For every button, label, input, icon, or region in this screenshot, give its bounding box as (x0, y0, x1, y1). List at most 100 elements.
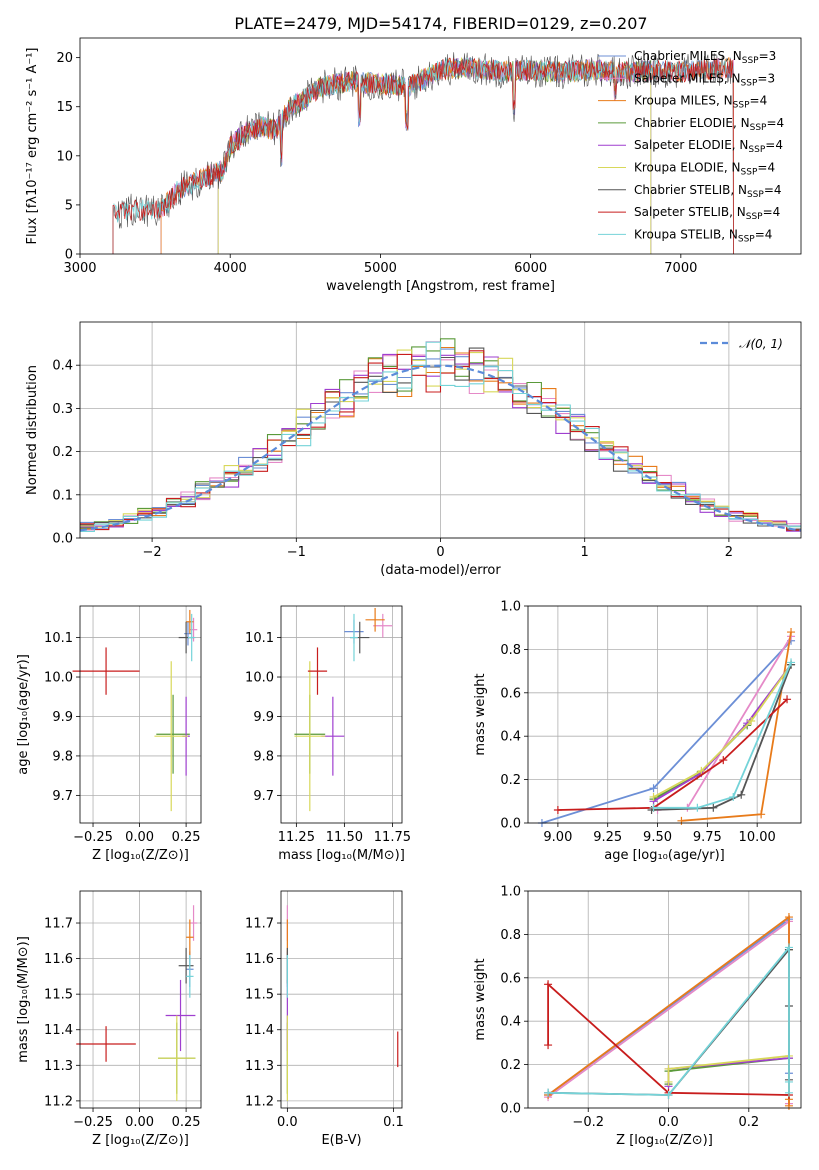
x-axis-label: Z [log₁₀(Z/Z⊙)] (92, 1133, 189, 1148)
spectrum-series-line (112, 57, 734, 254)
y-tick-label: 11.2 (245, 1094, 274, 1109)
mass-weight-marker (737, 790, 746, 799)
y-tick-label: 0.6 (500, 686, 521, 701)
legend-entry-label: Chabrier MILES, NSSP=3 (634, 49, 776, 66)
y-tick-label: 11.6 (44, 952, 73, 967)
y-axis-label: mass weight (473, 673, 488, 755)
mass-weight-marker (664, 1090, 673, 1099)
y-tick-label: 9.7 (52, 789, 73, 804)
y-tick-label: 11.5 (245, 988, 274, 1003)
legend-entry-label: Kroupa STELIB, NSSP=4 (634, 227, 772, 244)
y-tick-label: 0.2 (500, 773, 521, 788)
y-tick-label: 0.0 (500, 1102, 521, 1117)
x-tick-label: 1 (581, 545, 589, 560)
mass-weight-marker (784, 1077, 793, 1086)
y-tick-label: 11.3 (245, 1059, 274, 1074)
mass-weight-marker (783, 695, 792, 704)
y-tick-label: 11.3 (44, 1059, 73, 1074)
mass-weight-marker (544, 1041, 553, 1050)
y-tick-label: 9.9 (253, 710, 274, 725)
axes-spectrum: 3000 4000 5000 6000 7000 0 5 10 15 20 wavelength [… (25, 37, 802, 294)
plot-frame-mass_weight_vs_Z (527, 890, 802, 1109)
y-tick-label: 20 (56, 51, 73, 66)
x-tick-label: 5000 (364, 261, 397, 276)
y-tick-label: 9.8 (52, 749, 73, 764)
mass-weight-marker (693, 803, 702, 812)
x-tick-label: 0.1 (383, 1115, 404, 1130)
mass-weight-marker (757, 810, 766, 819)
data-point (76, 1026, 136, 1062)
legend-entry-label: Chabrier ELODIE, NSSP=4 (634, 116, 784, 133)
y-tick-label: 0 (65, 248, 73, 263)
legend-entry-label: Salpeter MILES, NSSP=3 (634, 71, 775, 88)
x-tick-label: 11.50 (326, 830, 363, 845)
y-tick-label: 11.2 (44, 1094, 73, 1109)
y-tick-label: 0.0 (500, 817, 521, 832)
x-tick-label: 2 (725, 545, 733, 560)
x-tick-label: 0.00 (125, 1115, 154, 1130)
y-tick-label: 9.7 (253, 789, 274, 804)
x-tick-label: 9.50 (643, 830, 672, 845)
axes-mass_weight_vs_age: 9.00 9.25 9.50 9.75 10.00 0.0 0.2 0.4 0.6 0.8 1.0 a… (473, 600, 802, 863)
y-tick-label: 10.1 (245, 631, 274, 646)
data-point (178, 947, 194, 984)
data-point (373, 613, 393, 638)
data-point (184, 621, 192, 646)
y-tick-label: 11.5 (44, 988, 73, 1003)
mass-weight-marker (784, 913, 793, 922)
legend-entry-label: 𝒩(0, 1) (739, 337, 783, 351)
y-axis-label: Normed distribution (25, 365, 40, 495)
y-tick-label: 0.8 (500, 643, 521, 658)
mass-weight-marker (784, 1088, 793, 1097)
y-tick-label: 5 (65, 198, 73, 213)
mass-weight-line (557, 698, 788, 811)
data-point (365, 607, 385, 632)
data-point (72, 647, 140, 695)
mass-weight-marker (664, 1077, 673, 1086)
y-tick-label: 11.4 (245, 1023, 274, 1038)
plot-frame-mass_vs_ebv (280, 890, 403, 1109)
data-point (186, 609, 194, 634)
mass-weight-marker (747, 717, 756, 726)
axes-mass_vs_ebv: 0.0 0.1 11.2 11.3 11.4 11.5 11.6 11.7 E(B-V) (245, 890, 404, 1148)
x-tick-label: 11.75 (374, 830, 411, 845)
y-tick-label: 10 (56, 149, 73, 164)
x-tick-label: 0.0 (658, 1115, 679, 1130)
x-axis-label: age [log₁₀(age/yr)] (604, 848, 725, 863)
mass-weight-marker (544, 980, 553, 989)
mass-weight-marker (697, 766, 706, 775)
spectrum-legend: Chabrier MILES, NSSP=3 Salpeter MILES, NS… (598, 49, 784, 244)
data-point (307, 647, 328, 695)
x-tick-label: −0.25 (73, 830, 113, 845)
x-tick-label: 9.25 (593, 830, 622, 845)
y-tick-label: 9.9 (52, 710, 73, 725)
x-tick-label: −1 (287, 545, 306, 560)
mass-weight-line (653, 664, 792, 798)
data-point (350, 613, 358, 662)
y-tick-label: 15 (56, 100, 73, 115)
mass-weight-marker (677, 816, 686, 825)
data-point (158, 1015, 196, 1101)
y-tick-label: 10.0 (245, 671, 274, 686)
y-axis-label: age [log₁₀(age/yr)] (16, 654, 31, 775)
y-tick-label: 0.1 (52, 488, 73, 503)
y-tick-label: 0.2 (500, 1058, 521, 1073)
axes-mass_vs_Z: −0.25 0.00 0.25 11.2 11.3 11.4 11.5 11.6 11.7 Z [… (16, 890, 202, 1148)
mass-weight-line (547, 982, 790, 1096)
legend-entry-label: Salpeter STELIB, NSSP=4 (634, 205, 780, 222)
mass-weight-marker (649, 803, 658, 812)
y-tick-label: 0.0 (52, 532, 73, 547)
y-tick-label: 0.4 (52, 359, 73, 374)
axes-residuals: −2 −1 0 1 2 0.0 0.1 0.2 0.3 0.4 (data-model)/error… (25, 321, 802, 578)
y-tick-label: 11.4 (44, 1023, 73, 1038)
mass-weight-marker (664, 1064, 673, 1073)
x-tick-label: 0 (436, 545, 444, 560)
data-point (321, 696, 345, 776)
y-tick-label: 11.7 (44, 917, 73, 932)
y-tick-label: 0.4 (500, 1015, 521, 1030)
y-tick-label: 0.2 (52, 445, 73, 460)
mass-weight-marker (553, 805, 562, 814)
legend-entry-label: Kroupa ELODIE, NSSP=4 (634, 161, 775, 178)
spectrum-series-line (112, 57, 734, 254)
